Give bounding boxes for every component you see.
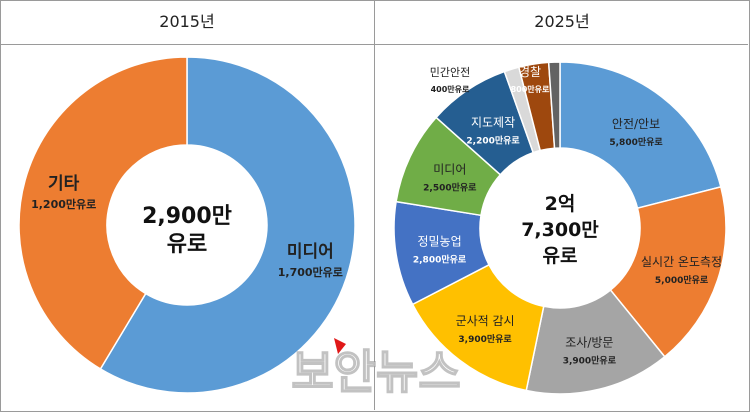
header-divider (0, 44, 748, 45)
slice-1-1 (609, 185, 727, 358)
slice-label-1-4: 정밀농업 (417, 234, 461, 248)
slice-label-1-0: 안전/안보 (612, 117, 660, 131)
slice-value-0-0: 1,700만유로 (278, 265, 343, 279)
slice-label-1-6: 지도제작 (471, 115, 515, 129)
slice-label-1-8: 경찰 (519, 65, 541, 79)
slice-value-1-3: 3,900만유로 (458, 333, 512, 345)
slice-label-1-7: 민간안전 (430, 66, 470, 79)
slice-1-0 (559, 61, 722, 210)
slice-label-0-1: 기타 (48, 174, 80, 194)
slice-value-1-5: 2,500만유로 (423, 182, 477, 194)
slice-label-1-5: 미디어 (433, 163, 466, 177)
panel-title-2015: 2015년 (159, 12, 215, 31)
slice-value-1-8: 800만유로 (511, 84, 550, 94)
slice-label-0-0: 미디어 (287, 242, 334, 262)
slice-value-1-7: 400만유로 (431, 84, 470, 94)
slice-value-1-6: 2,200만유로 (466, 134, 520, 146)
slice-label-1-1: 실시간 온도측정 (641, 255, 722, 269)
donut-hole-1 (482, 150, 638, 306)
watermark-logo: 보안뉴스 (291, 338, 461, 400)
slice-value-0-1: 1,200만유로 (31, 197, 96, 211)
watermark-accent (334, 338, 346, 354)
donut-hole-0 (109, 147, 265, 303)
slice-label-1-2: 조사/방문 (565, 335, 613, 349)
center-label-0-1: 유로 (167, 232, 207, 257)
slice-value-1-4: 2,800만유로 (413, 253, 467, 265)
slice-label-1-3: 군사적 감시 (456, 314, 515, 328)
center-label-1-2: 유로 (543, 245, 578, 267)
watermark-text: 보안뉴스 (291, 345, 460, 399)
slice-0-1 (18, 56, 188, 370)
slice-value-1-2: 3,900만유로 (563, 354, 617, 366)
center-label-1-0: 2억 (545, 193, 576, 215)
center-label-0-0: 2,900만 (142, 204, 232, 229)
slice-0-0 (99, 56, 356, 394)
panel-divider (374, 0, 375, 410)
panel-title-2025: 2025년 (534, 12, 590, 31)
slice-1-9 (547, 61, 561, 149)
center-label-1-1: 7,300만 (521, 219, 599, 241)
slice-value-1-0: 5,800만유로 (609, 136, 663, 148)
slice-value-1-1: 5,000만유로 (655, 274, 709, 286)
